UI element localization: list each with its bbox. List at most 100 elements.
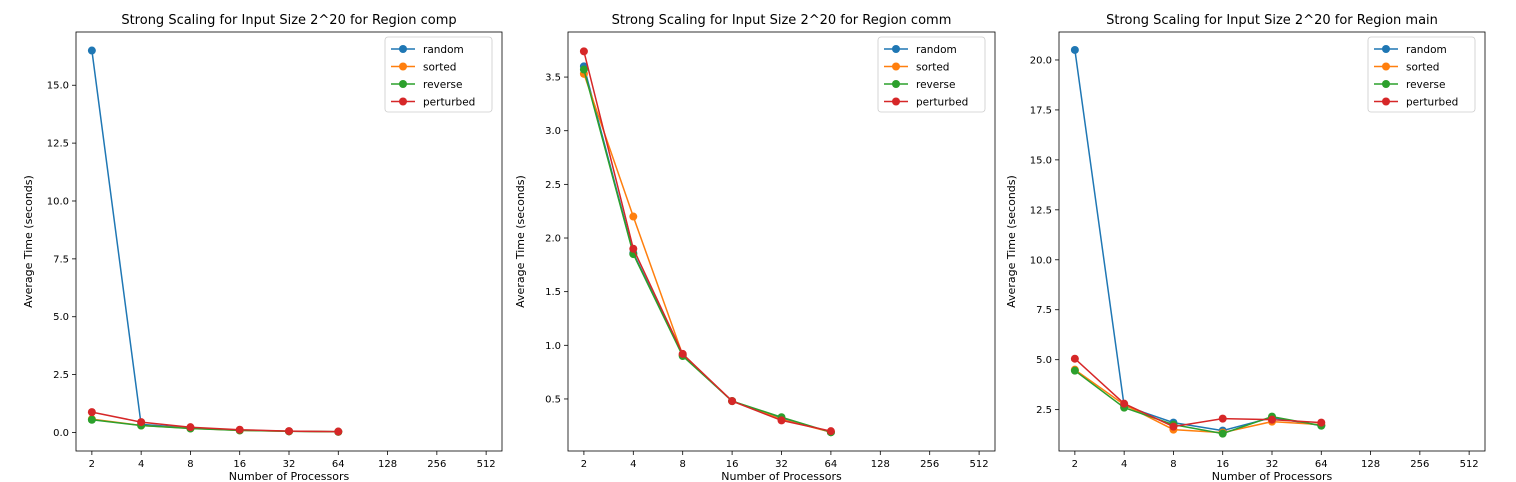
- x-tick-label: 8: [187, 459, 193, 470]
- legend-marker-perturbed: [892, 97, 900, 106]
- data-point-perturbed: [777, 416, 786, 425]
- x-tick-label: 32: [283, 459, 296, 470]
- chart-panel-1: Strong Scaling for Input Size 2^20 for R…: [22, 13, 503, 482]
- y-tick-label: 2.0: [545, 234, 561, 245]
- y-tick-label: 7.5: [53, 254, 69, 265]
- series-line-perturbed: [583, 51, 832, 432]
- data-point-perturbed: [826, 427, 835, 436]
- legend-label-random: random: [423, 44, 464, 56]
- x-tick-label: 128: [378, 459, 397, 470]
- data-point-random: [87, 46, 96, 55]
- legend-box: [877, 36, 986, 113]
- data-point-perturbed: [629, 244, 638, 253]
- x-tick-label: 64: [825, 459, 838, 470]
- y-tick-label: 0.5: [545, 394, 561, 405]
- legend-marker-perturbed: [399, 97, 407, 106]
- data-point-perturbed: [137, 418, 146, 427]
- y-tick-label: 3.5: [545, 73, 561, 84]
- y-tick-label: 1.0: [545, 341, 561, 352]
- x-tick-label: 512: [970, 459, 989, 470]
- y-tick-label: 15.0: [1030, 155, 1052, 166]
- legend-label-random: random: [916, 44, 957, 56]
- x-tick-label: 32: [1266, 459, 1279, 470]
- x-axis-label: Number of Processors: [229, 470, 350, 482]
- y-tick-label: 2.5: [53, 370, 69, 381]
- data-point-perturbed: [1317, 418, 1326, 427]
- y-tick-label: 10.0: [1030, 255, 1052, 266]
- y-tick-label: 1.5: [545, 287, 561, 298]
- y-tick-label: 17.5: [1030, 105, 1052, 116]
- chart-title: Strong Scaling for Input Size 2^20 for R…: [612, 13, 952, 28]
- legend-label-reverse: reverse: [423, 79, 462, 91]
- legend-label-reverse: reverse: [1406, 79, 1445, 91]
- legend-marker-perturbed: [1382, 97, 1390, 106]
- y-tick-label: 15.0: [47, 81, 69, 92]
- legend: random sorted reverse perturbed: [384, 36, 493, 113]
- y-tick-label: 2.5: [1036, 405, 1052, 416]
- data-point-reverse: [579, 65, 588, 74]
- y-tick-label: 7.5: [1036, 305, 1052, 316]
- x-tick-label: 4: [138, 459, 144, 470]
- legend-label-reverse: reverse: [916, 79, 955, 91]
- legend-marker-reverse: [1382, 80, 1390, 88]
- chart-title: Strong Scaling for Input Size 2^20 for R…: [1106, 13, 1438, 28]
- y-tick-label: 12.5: [47, 139, 69, 150]
- legend: random sorted reverse perturbed: [877, 36, 986, 113]
- plot-frame: [1058, 31, 1486, 452]
- series-line-reverse: [91, 418, 339, 433]
- data-point-random: [1070, 45, 1079, 54]
- legend-box: [1367, 36, 1476, 113]
- y-tick-label: 3.0: [545, 126, 561, 137]
- x-tick-label: 16: [1216, 459, 1229, 470]
- x-tick-label: 256: [1410, 459, 1429, 470]
- legend-label-perturbed: perturbed: [916, 97, 968, 109]
- data-point-perturbed: [285, 427, 293, 436]
- x-tick-label: 32: [775, 459, 788, 470]
- y-axis-label: Average Time (seconds): [1005, 175, 1018, 308]
- legend-marker-random: [399, 45, 407, 53]
- y-tick-label: 12.5: [1030, 205, 1052, 216]
- data-point-perturbed: [186, 423, 195, 432]
- y-tick-label: 20.0: [1030, 55, 1052, 66]
- series-line-reverse: [1074, 370, 1322, 435]
- y-axis-label: Average Time (seconds): [22, 175, 35, 308]
- x-tick-label: 256: [920, 459, 939, 470]
- legend-marker-sorted: [399, 62, 407, 71]
- data-point-reverse: [87, 415, 96, 424]
- series-line-random: [91, 50, 339, 433]
- data-point-reverse: [1218, 429, 1227, 438]
- y-tick-label: 10.0: [47, 196, 69, 207]
- data-point-sorted: [629, 212, 638, 221]
- data-point-perturbed: [1169, 422, 1178, 431]
- x-tick-label: 16: [726, 459, 739, 470]
- legend-marker-random: [892, 45, 900, 53]
- series-line-sorted: [1074, 369, 1322, 434]
- legend-label-sorted: sorted: [423, 62, 456, 74]
- legend-marker-reverse: [892, 80, 900, 88]
- data-point-perturbed: [235, 425, 244, 434]
- series-line-random: [1074, 49, 1322, 432]
- x-tick-label: 2: [1072, 459, 1078, 470]
- x-tick-label: 512: [1460, 459, 1479, 470]
- legend-box: [384, 36, 493, 113]
- legend-label-perturbed: perturbed: [423, 97, 475, 109]
- x-tick-label: 64: [1315, 459, 1328, 470]
- y-tick-label: 5.0: [53, 312, 69, 323]
- legend: random sorted reverse perturbed: [1367, 36, 1476, 113]
- series-line-perturbed: [91, 411, 339, 433]
- chart-panel-2: Strong Scaling for Input Size 2^20 for R…: [514, 13, 996, 482]
- y-tick-label: 0.0: [53, 428, 69, 439]
- legend-label-random: random: [1406, 44, 1447, 56]
- x-axis-label: Number of Processors: [721, 470, 842, 482]
- data-point-perturbed: [1268, 415, 1276, 424]
- data-point-perturbed: [1120, 399, 1129, 408]
- x-tick-label: 2: [89, 459, 95, 470]
- legend-label-sorted: sorted: [916, 62, 949, 74]
- x-tick-label: 16: [233, 459, 246, 470]
- series-line-reverse: [583, 69, 832, 433]
- x-tick-label: 64: [332, 459, 345, 470]
- legend-marker-sorted: [892, 62, 900, 71]
- plot-frame: [75, 31, 503, 452]
- x-tick-label: 8: [1170, 459, 1176, 470]
